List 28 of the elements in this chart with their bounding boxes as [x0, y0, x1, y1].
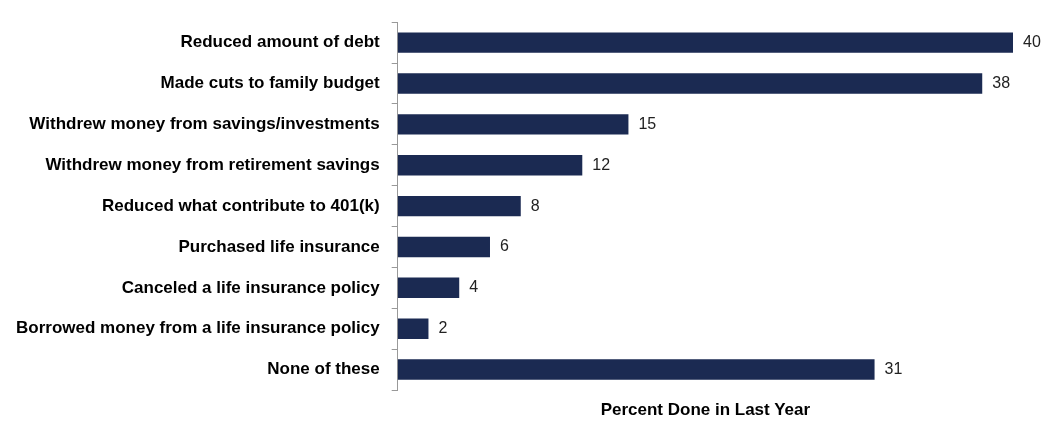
data-label: 4: [469, 278, 479, 296]
y-tick-label: Made cuts to family budget: [160, 73, 381, 93]
bar: [397, 114, 629, 135]
data-label: 15: [638, 114, 657, 132]
bar: [397, 359, 875, 380]
x-axis-title: Percent Done in Last Year: [600, 399, 811, 419]
y-tick-label: Reduced what contribute to 401(k): [102, 195, 380, 215]
data-label: 6: [499, 237, 509, 255]
y-tick-label: Canceled a life insurance policy: [121, 277, 381, 297]
data-label: 38: [992, 73, 1011, 91]
bar: [397, 32, 1013, 53]
data-label: 40: [1023, 33, 1041, 51]
y-tick-label: Withdrew money from savings/investments: [29, 114, 380, 134]
y-tick-label: Borrowed money from a life insurance policy: [16, 318, 381, 338]
data-label: 31: [884, 359, 903, 377]
bar: [397, 277, 460, 299]
y-tick-label: Reduced amount of debt: [180, 32, 381, 52]
y-tick-label: None of these: [267, 359, 380, 379]
bar: [397, 318, 429, 339]
bar: [397, 155, 583, 176]
bar: [397, 73, 983, 94]
data-label: 2: [438, 319, 448, 337]
bar: [397, 236, 490, 258]
data-label: 8: [530, 196, 540, 214]
y-tick-label: Purchased life insurance: [178, 236, 380, 256]
bar: [397, 195, 521, 217]
y-tick-label: Withdrew money from retirement savings: [45, 154, 380, 174]
data-label: 12: [592, 155, 611, 173]
